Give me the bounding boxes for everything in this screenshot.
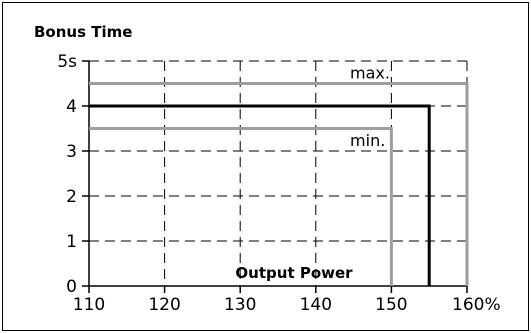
axes — [82, 60, 468, 293]
y-tick-label-1: 1 — [66, 232, 77, 252]
x-tick-label-150: 150 — [375, 295, 407, 315]
x-tick-label-140: 140 — [300, 295, 332, 315]
x-tick-label-130: 130 — [224, 295, 256, 315]
series-line-0 — [89, 82, 469, 286]
y-tick-label-0: 0 — [66, 277, 77, 297]
x-tick-label-110: 110 — [73, 295, 105, 315]
series-group — [89, 82, 469, 286]
y-tick-label-2: 2 — [66, 187, 77, 207]
y-axis-title: Bonus Time — [34, 23, 132, 41]
series-line-1 — [89, 104, 431, 286]
y-tick-label-5: 5s — [57, 52, 77, 72]
series-line-2 — [89, 127, 393, 286]
labels-group: 0 1 2 3 4 5s 110 120 130 140 150 160% max. min. Bonus … — [34, 23, 501, 315]
y-tick-label-4: 4 — [66, 97, 77, 117]
grid — [89, 60, 468, 286]
annotation-1: min. — [350, 131, 385, 150]
x-tick-label-160: 160% — [452, 295, 501, 315]
x-axis-title: Output Power — [235, 264, 353, 282]
x-tick-label-120: 120 — [148, 295, 180, 315]
y-tick-label-3: 3 — [66, 142, 77, 162]
annotation-0: max. — [350, 63, 390, 82]
